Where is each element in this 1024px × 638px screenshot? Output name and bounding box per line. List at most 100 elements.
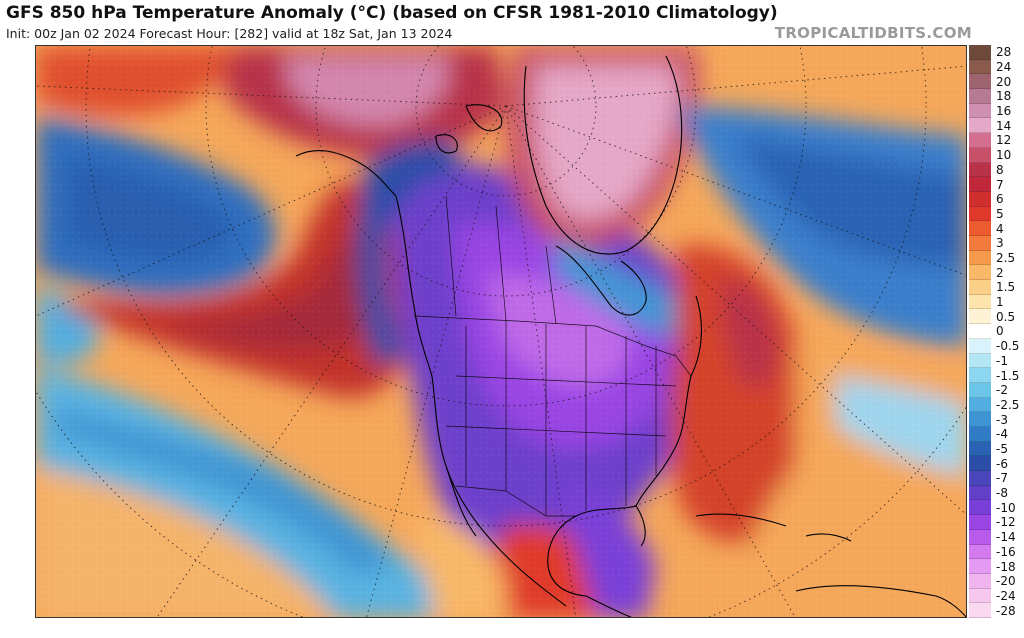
legend-entry: 8 bbox=[969, 162, 1024, 178]
legend-label: 0.5 bbox=[996, 309, 1016, 324]
legend-label: -14 bbox=[996, 530, 1016, 545]
legend-label: -24 bbox=[996, 588, 1016, 603]
legend-swatch bbox=[969, 265, 991, 281]
legend-swatch bbox=[969, 324, 991, 339]
legend-entry: -1 bbox=[969, 353, 1024, 369]
legend-label: -10 bbox=[996, 500, 1016, 515]
legend-entry: 7 bbox=[969, 177, 1024, 192]
legend-label: 6 bbox=[996, 192, 1004, 207]
legend-swatch bbox=[969, 191, 991, 207]
legend-label: -4 bbox=[996, 427, 1008, 442]
legend-label: 2 bbox=[996, 265, 1004, 280]
legend-entry: -2 bbox=[969, 382, 1024, 398]
legend-label: -1 bbox=[996, 353, 1008, 368]
legend-entry: 2 bbox=[969, 265, 1024, 281]
legend-label: 28 bbox=[996, 45, 1012, 60]
legend-label: 1 bbox=[996, 295, 1004, 310]
legend-swatch bbox=[969, 147, 991, 163]
legend-entry: 0 bbox=[969, 324, 1024, 339]
legend-entry: -7 bbox=[969, 471, 1024, 486]
legend-label: 16 bbox=[996, 104, 1012, 119]
legend-entry: 10 bbox=[969, 147, 1024, 163]
legend-label: -3 bbox=[996, 412, 1008, 427]
legend-label: 8 bbox=[996, 162, 1004, 177]
legend-label: 12 bbox=[996, 133, 1012, 148]
legend-entry: -16 bbox=[969, 544, 1024, 560]
legend-swatch bbox=[969, 368, 991, 383]
legend-label: 2.5 bbox=[996, 251, 1016, 266]
legend-label: -12 bbox=[996, 515, 1016, 530]
legend-label: -8 bbox=[996, 486, 1008, 501]
legend-swatch bbox=[969, 515, 991, 530]
coastlines bbox=[295, 55, 966, 617]
political-borders bbox=[413, 195, 692, 517]
legend-swatch bbox=[969, 471, 991, 486]
legend-swatch bbox=[969, 441, 991, 457]
legend-swatch bbox=[969, 382, 991, 398]
legend-entry: -0.5 bbox=[969, 338, 1024, 354]
legend-swatch bbox=[969, 221, 991, 236]
legend-label: 7 bbox=[996, 177, 1004, 192]
legend-label: -7 bbox=[996, 471, 1008, 486]
legend-label: 18 bbox=[996, 89, 1012, 104]
legend-swatch bbox=[969, 236, 991, 251]
legend-swatch bbox=[969, 177, 991, 192]
legend-label: -2 bbox=[996, 383, 1008, 398]
map-title: GFS 850 hPa Temperature Anomaly (°C) (ba… bbox=[6, 3, 778, 23]
legend-swatch bbox=[969, 294, 991, 310]
legend-entry: 1 bbox=[969, 294, 1024, 310]
legend-swatch bbox=[969, 118, 991, 134]
legend-entry: 0.5 bbox=[969, 309, 1024, 325]
legend-label: 1.5 bbox=[996, 280, 1016, 295]
color-legend: 28 24 20 18 16 14 12 10 8 7 6 5 4 3 2.5 2 1.5 1 0.5 0 -0.5 -1… bbox=[969, 45, 1024, 618]
legend-swatch bbox=[969, 529, 991, 545]
legend-label: -5 bbox=[996, 442, 1008, 457]
legend-swatch bbox=[969, 573, 991, 589]
legend-swatch bbox=[969, 162, 991, 178]
legend-label: -20 bbox=[996, 574, 1016, 589]
legend-entry: -20 bbox=[969, 573, 1024, 589]
legend-entry: 3 bbox=[969, 236, 1024, 251]
legend-swatch bbox=[969, 309, 991, 325]
legend-entry: -2.5 bbox=[969, 397, 1024, 413]
legend-label: -2.5 bbox=[996, 397, 1020, 412]
legend-swatch bbox=[969, 280, 991, 295]
legend-entry: 14 bbox=[969, 118, 1024, 134]
legend-swatch bbox=[969, 45, 991, 60]
legend-swatch bbox=[969, 74, 991, 90]
legend-swatch bbox=[969, 397, 991, 413]
legend-entry: -6 bbox=[969, 456, 1024, 472]
legend-swatch bbox=[969, 500, 991, 516]
legend-label: -28 bbox=[996, 603, 1016, 618]
legend-entry: 16 bbox=[969, 103, 1024, 119]
legend-entry: -18 bbox=[969, 559, 1024, 574]
legend-swatch bbox=[969, 559, 991, 574]
legend-entry: 18 bbox=[969, 89, 1024, 104]
legend-label: 24 bbox=[996, 60, 1012, 75]
forecast-info: Init: 00z Jan 02 2024 Forecast Hour: [28… bbox=[6, 26, 453, 41]
legend-swatch bbox=[969, 133, 991, 148]
legend-label: -16 bbox=[996, 544, 1016, 559]
legend-entry: 12 bbox=[969, 133, 1024, 148]
lat-lon-grid bbox=[36, 46, 966, 617]
legend-swatch bbox=[969, 544, 991, 560]
legend-swatch bbox=[969, 89, 991, 104]
legend-entry: -28 bbox=[969, 603, 1024, 618]
legend-swatch bbox=[969, 427, 991, 442]
legend-label: -0.5 bbox=[996, 339, 1020, 354]
legend-swatch bbox=[969, 206, 991, 222]
legend-swatch bbox=[969, 456, 991, 472]
legend-entry: 2.5 bbox=[969, 250, 1024, 266]
legend-label: 4 bbox=[996, 221, 1004, 236]
legend-entry: -3 bbox=[969, 412, 1024, 427]
legend-entry: 1.5 bbox=[969, 280, 1024, 295]
legend-entry: 5 bbox=[969, 206, 1024, 222]
legend-swatch bbox=[969, 338, 991, 354]
legend-entry: 20 bbox=[969, 74, 1024, 90]
legend-entry: 6 bbox=[969, 191, 1024, 207]
legend-swatch bbox=[969, 485, 991, 501]
legend-label: 0 bbox=[996, 324, 1004, 339]
legend-entry: 4 bbox=[969, 221, 1024, 236]
legend-label: -1.5 bbox=[996, 368, 1020, 383]
legend-swatch bbox=[969, 412, 991, 427]
